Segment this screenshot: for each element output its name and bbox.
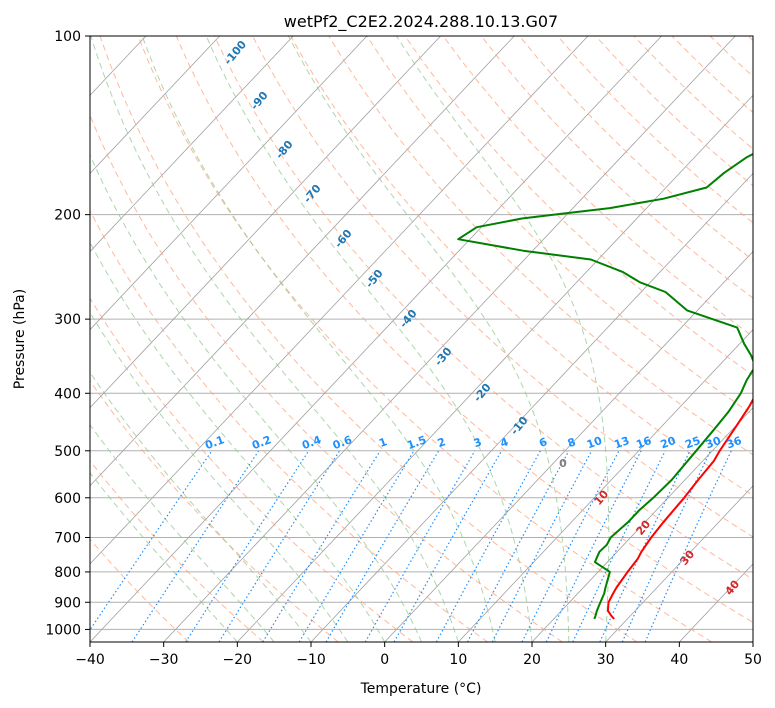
moist-adiabat	[396, 36, 610, 642]
x-tick-label: −30	[149, 652, 179, 668]
dry-adiabat	[90, 209, 488, 642]
mixing-ratio-label: 1.5	[405, 433, 428, 452]
mixing-ratio-line	[90, 450, 213, 631]
mixing-ratio-label: 20	[659, 434, 678, 452]
isotherm-line	[90, 36, 441, 409]
mixing-ratio-label: 13	[612, 434, 631, 451]
dry-adiabat	[366, 36, 753, 416]
moist-adiabat	[141, 36, 496, 642]
mixing-ratio-line	[466, 450, 570, 642]
dewpoint-line	[457, 152, 753, 620]
isotherm-line	[752, 641, 753, 642]
moist-adiabat	[90, 241, 386, 642]
x-axis-label: Temperature (°C)	[360, 681, 482, 697]
isotherm-line	[458, 329, 753, 642]
isotherm-line	[384, 250, 753, 642]
mixing-ratio-line	[393, 450, 503, 642]
mixing-ratio-label: 4	[498, 435, 510, 450]
mixing-ratio-line	[218, 450, 341, 642]
dry-adiabat	[328, 36, 753, 456]
isotherm-line	[310, 172, 753, 642]
mixing-ratio-line	[185, 450, 310, 642]
mixing-ratio-line	[298, 450, 415, 642]
x-tick-label: −40	[75, 652, 105, 668]
y-tick-label: 200	[54, 208, 81, 224]
x-tick-label: −10	[296, 652, 326, 668]
isotherm-line	[531, 407, 753, 642]
x-tick-label: 30	[597, 652, 615, 668]
moist-adiabat	[90, 423, 275, 642]
temperature-line	[606, 397, 753, 620]
chart-title: wetPf2_C2E2.2024.288.10.13.G07	[284, 12, 558, 32]
mixing-ratio-label: 16	[634, 434, 653, 452]
mixing-ratio-label: 25	[683, 434, 702, 451]
x-tick-label: 0	[380, 652, 389, 668]
moist-adiabat	[90, 371, 312, 642]
mixing-ratio-label: 30	[704, 434, 723, 452]
dry-adiabat	[99, 36, 638, 642]
y-tick-label: 400	[54, 386, 81, 402]
moist-adiabat	[90, 36, 459, 642]
x-tick-label: 50	[744, 652, 762, 668]
y-tick-label: 1000	[45, 622, 81, 638]
moist-adiabat	[287, 36, 570, 642]
mixing-ratio-label: 0.1	[203, 433, 226, 452]
y-tick-label: 300	[54, 312, 81, 328]
background-lines	[0, 36, 753, 642]
isotherm-line	[90, 36, 368, 331]
dry-adiabat	[90, 538, 190, 642]
moist-adiabat	[90, 311, 349, 642]
mixing-ratio-label: 0.4	[300, 433, 323, 452]
y-tick-label: 900	[54, 595, 81, 611]
mixing-ratio-label: 8	[566, 435, 578, 450]
dry-adiabat	[137, 36, 712, 642]
x-tick-label: 20	[523, 652, 541, 668]
mixing-ratio-label: 0.6	[331, 433, 354, 452]
dry-adiabat	[90, 459, 264, 642]
y-tick-label: 800	[54, 565, 81, 581]
isotherm-label: 0	[559, 457, 567, 470]
y-axis-label: Pressure (hPa)	[12, 289, 28, 389]
y-tick-label: 500	[54, 444, 81, 460]
x-tick-label: 10	[449, 652, 467, 668]
isotherm-line	[605, 485, 753, 642]
isotherm-line	[237, 94, 753, 642]
isotherm-line	[90, 36, 515, 487]
mixing-ratio-label: 0.2	[250, 433, 273, 452]
mixing-ratio-label: 3	[472, 435, 484, 450]
y-tick-label: 100	[54, 29, 81, 45]
mixing-ratio-label: 6	[537, 435, 549, 450]
isotherm-line	[163, 36, 736, 642]
mixing-ratio-label: 2	[436, 435, 448, 450]
mixing-ratio-line	[262, 450, 381, 642]
plot-frame	[89, 35, 754, 643]
profile-lines	[457, 152, 753, 620]
dry-adiabat	[213, 36, 753, 580]
mixing-ratio-line	[131, 450, 260, 642]
dry-adiabat	[90, 297, 414, 642]
mixing-ratio-label: 1	[377, 435, 389, 450]
mixing-ratio-line	[521, 450, 620, 642]
x-tick-label: 40	[670, 652, 688, 668]
moist-adiabat	[205, 36, 533, 642]
dry-adiabat	[290, 36, 753, 497]
mixing-ratio-line	[644, 450, 732, 642]
x-tick-label: −20	[223, 652, 253, 668]
isotherm-line	[0, 36, 72, 642]
mixing-ratio-label: 36	[725, 434, 744, 452]
dry-adiabat	[175, 36, 753, 623]
dry-adiabat	[90, 114, 563, 642]
isotherm-line	[90, 36, 589, 565]
mixing-ratio-line	[545, 450, 642, 642]
y-tick-label: 700	[54, 531, 81, 547]
axis-ticks: −40 −30 −20 −10 0 10 20 30 40 5010020030040050060…	[45, 29, 762, 668]
mixing-ratio-label: 10	[585, 434, 604, 452]
isotherm-line	[90, 36, 294, 253]
isotherm-line	[90, 36, 220, 174]
dry-adiabat	[252, 36, 753, 538]
y-tick-label: 600	[54, 491, 81, 507]
plot-background	[90, 36, 753, 642]
mixing-ratio-line	[435, 450, 541, 642]
